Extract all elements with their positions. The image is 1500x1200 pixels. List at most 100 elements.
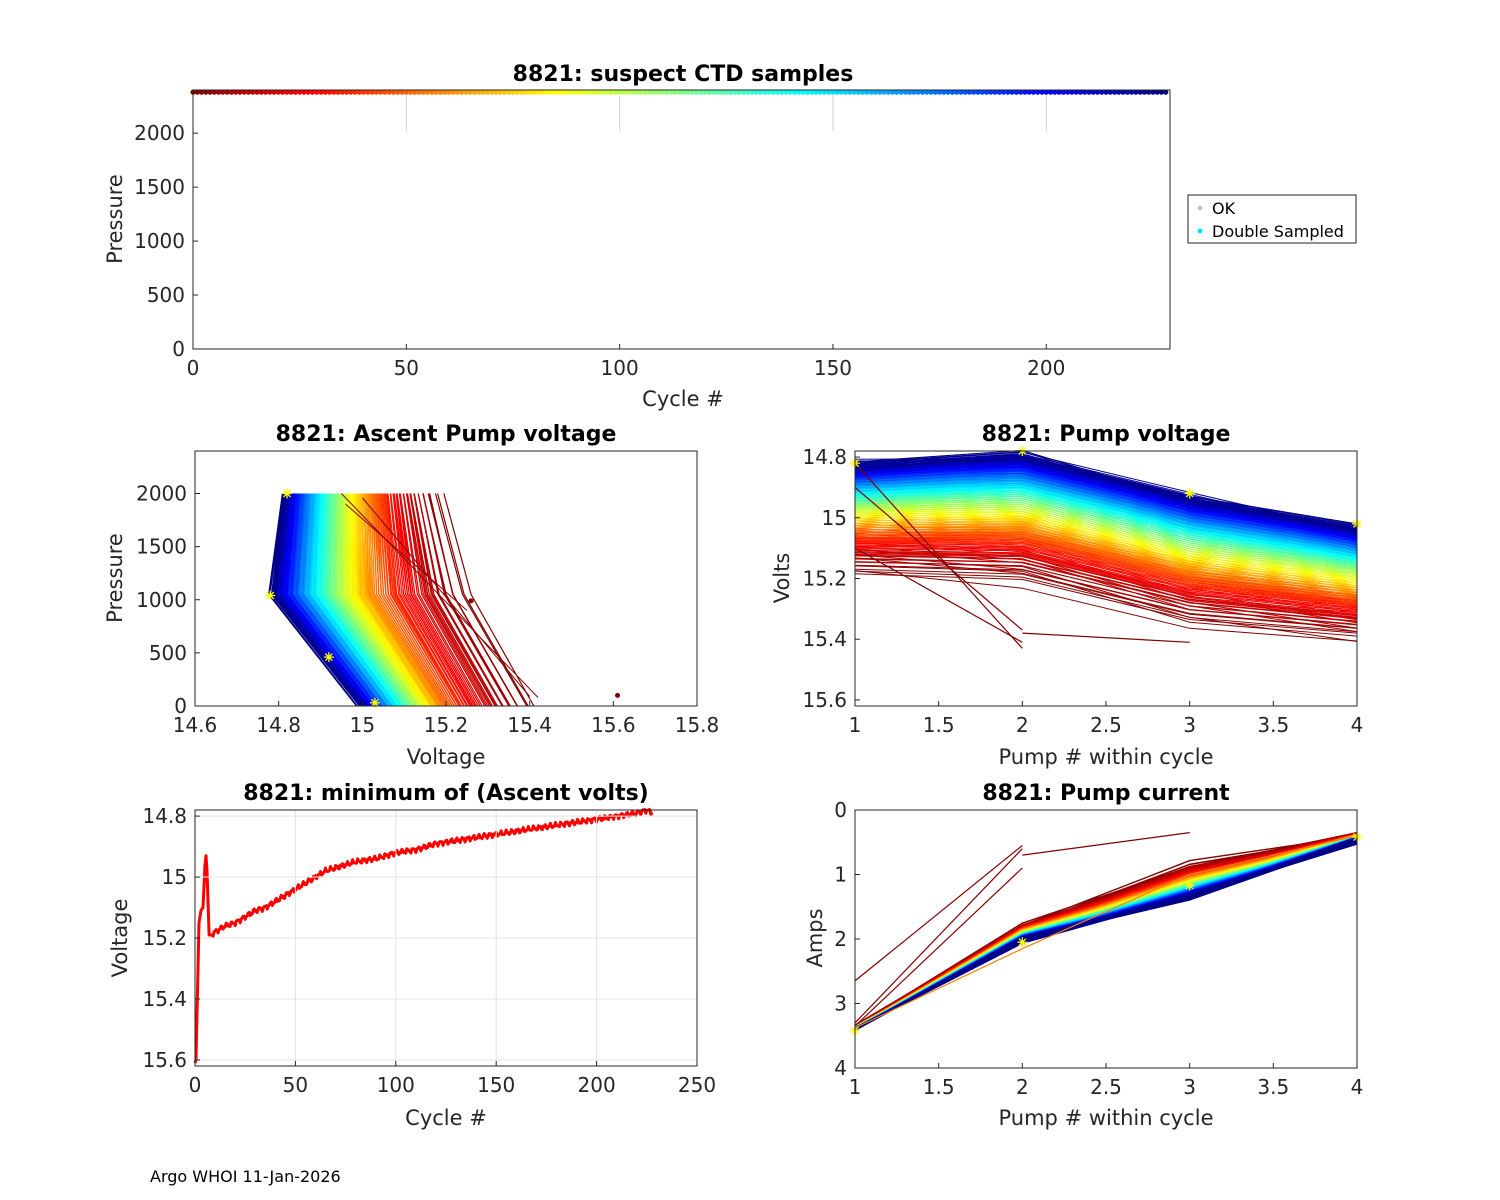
cycle-dot [745,89,751,95]
cycle-dot [787,89,793,95]
cycle-current-line [854,841,1358,1029]
y-axis-label: Voltage [108,899,132,978]
cycle-dot [1107,89,1113,95]
cycle-dot [1035,89,1041,95]
cycle-dot [791,89,798,95]
legend-box [1187,194,1357,244]
cycle-dot [740,89,746,95]
cycle-dot [983,89,990,95]
cycle-dot [352,89,358,95]
cycle-profile-line [359,493,435,707]
cycle-dot [510,89,516,95]
cycle-dot [582,89,589,95]
cycle-profile-line [329,493,409,707]
cycle-profile-line [319,493,402,707]
cycle-current-line [854,839,1358,1031]
chart-minimum-ascent-volts: 8821: minimum of (Ascent volts) 0 50 100 15… [108,781,716,1130]
outlier-point [615,692,621,698]
cycle-current-line [854,839,1358,1031]
cycle-dot [932,89,938,95]
cycle-current-line [854,842,1358,1030]
cycle-dot [1052,89,1058,95]
cycle-profile-line [355,493,431,707]
cycle-current-line [854,839,1358,1031]
cycle-dot [604,89,610,95]
cycle-current-line [854,840,1358,1029]
cycle-color-strip [190,89,1169,95]
cycle-dot [288,89,294,95]
cycle-current-line [854,841,1358,1029]
cycle-voltage-line [854,565,1358,637]
cycle-profile-line [335,493,414,707]
cycle-dot [331,89,337,95]
cycle-dot [224,89,230,95]
cycle-current-line [854,841,1358,1029]
chart-title: 8821: Pump voltage [982,422,1231,447]
cycle-dot [949,89,956,95]
x-tick-label: 50 [283,1073,308,1097]
cycle-current-line [854,839,1358,1031]
cycle-dot [885,89,892,95]
cycle-dot [198,89,205,95]
cycle-profile-line [273,493,363,707]
cycle-dot [489,89,495,95]
cycle-dot [390,89,397,95]
cycle-dot [271,89,277,95]
chart-title: 8821: minimum of (Ascent volts) [243,781,649,806]
cycle-dot [911,89,917,95]
latest-cycle-marker [282,488,293,499]
cycle-dot [800,89,806,95]
cycle-voltage-line [854,557,1358,629]
cycle-dot [497,89,503,95]
cycle-dot [459,89,465,95]
x-tick-label: 4 [1351,1075,1364,1099]
chart-suspect-ctd-samples: 8821: suspect CTD samples 0 50 100 150 200 0… [103,62,1357,411]
cycle-current-line [854,840,1358,1029]
cycle-dot [774,89,781,95]
cycle-dot [817,89,823,95]
cycle-dot [442,89,448,95]
cycle-dot [1043,89,1049,95]
min-voltage-series-line [193,808,654,1064]
cycle-dot [1065,89,1071,95]
anomalous-profile-line [361,497,531,697]
cycle-dot [996,89,1002,95]
cycle-dot [979,89,985,95]
cycle-dot [348,89,354,95]
x-axis-label: Pump # within cycle [999,745,1214,769]
cycle-dot [420,89,426,95]
x-tick-label: 2 [1016,713,1029,737]
cycle-dot [433,89,439,95]
cycle-profile-line [295,493,382,707]
y-tick-label: 15.6 [142,1048,187,1072]
cycle-dot [599,89,606,95]
stray-cycle-line [1022,832,1190,856]
cycle-dot [412,89,418,95]
cycle-current-line [854,840,1358,1029]
cycle-dot [1026,89,1032,95]
y-axis-label: Volts [770,553,794,604]
cycle-profile-line [341,493,419,707]
cycle-dot [894,89,900,95]
cycle-dot [484,89,490,95]
y-tick-label: 2000 [136,482,187,506]
x-axis-ticks: 14.6 14.8 15 15.2 15.4 15.6 15.8 [173,701,719,737]
cycle-current-line [854,839,1358,1029]
y-tick-label: 14.8 [802,445,847,469]
x-tick-label: 2.5 [1090,713,1122,737]
cycle-dot [634,89,640,95]
cycle-dot [907,89,913,95]
cycle-dot [1146,89,1152,95]
cycle-dot [719,89,725,95]
plot-area [193,808,654,1064]
cycle-current-line [854,842,1358,1029]
footer-credit: Argo WHOI 11-Jan-2026 [150,1167,341,1186]
x-axis-ticks: 0 50 100 150 200 [187,344,1065,380]
cycle-dot [1116,89,1122,95]
cycle-profile-line [348,493,425,707]
x-axis-label: Voltage [407,745,486,769]
cycle-dot [847,89,853,95]
cycle-current-line [854,842,1358,1030]
cycle-current-line [854,839,1358,1031]
cycle-profile-line [396,493,476,707]
